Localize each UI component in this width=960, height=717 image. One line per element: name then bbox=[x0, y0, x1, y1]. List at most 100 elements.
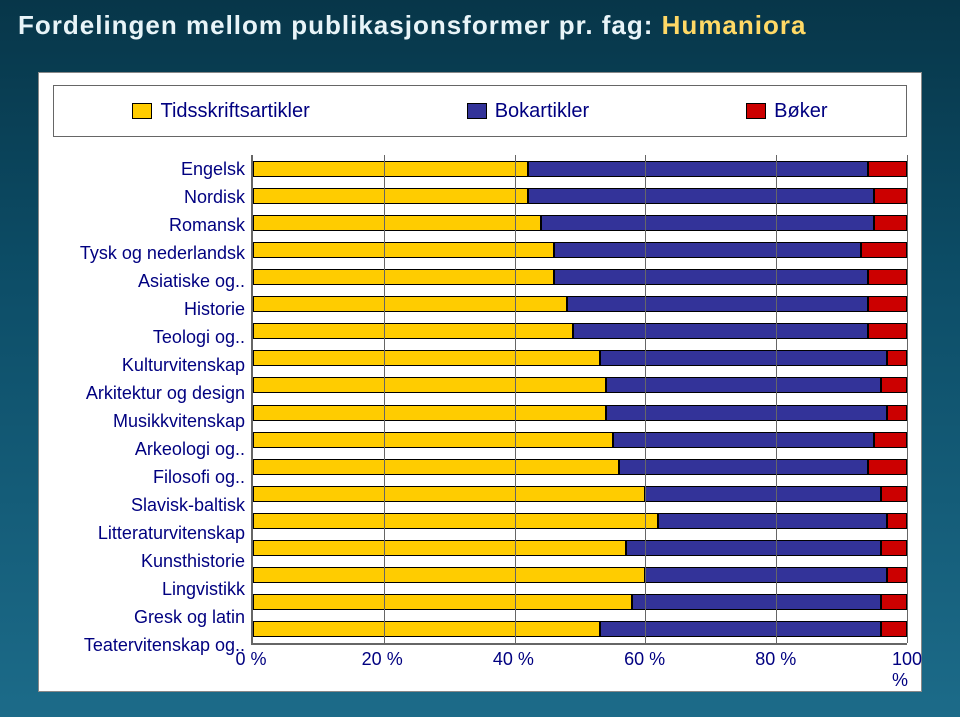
category-label: Litteraturvitenskap bbox=[98, 519, 245, 547]
bar-row bbox=[253, 616, 907, 643]
bar-segment bbox=[554, 269, 868, 285]
bar-row bbox=[253, 155, 907, 182]
legend-label: Tidsskriftsartikler bbox=[160, 100, 309, 123]
category-label: Asiatiske og.. bbox=[138, 267, 245, 295]
bar-segment bbox=[613, 432, 875, 448]
stacked-bar bbox=[253, 242, 907, 258]
bar-segment bbox=[253, 269, 554, 285]
stacked-bar bbox=[253, 513, 907, 529]
category-label: Engelsk bbox=[181, 155, 245, 183]
stacked-bar bbox=[253, 323, 907, 339]
bar-segment bbox=[253, 405, 606, 421]
x-tick-label: 40 % bbox=[493, 649, 534, 670]
title-part2: Humaniora bbox=[662, 10, 807, 40]
bar-segment bbox=[868, 269, 907, 285]
bar-segment bbox=[567, 296, 868, 312]
stacked-bar bbox=[253, 567, 907, 583]
legend-item: Bokartikler bbox=[467, 100, 589, 123]
bar-segment bbox=[881, 540, 907, 556]
stacked-bar bbox=[253, 405, 907, 421]
legend-swatch bbox=[746, 103, 766, 119]
bar-segment bbox=[658, 513, 887, 529]
bar-segment bbox=[600, 350, 888, 366]
stacked-bar bbox=[253, 377, 907, 393]
stacked-bar bbox=[253, 486, 907, 502]
legend-swatch bbox=[467, 103, 487, 119]
gridline bbox=[776, 155, 777, 643]
bar-row bbox=[253, 345, 907, 372]
bar-segment bbox=[619, 459, 868, 475]
bar-row bbox=[253, 291, 907, 318]
stacked-bar bbox=[253, 269, 907, 285]
category-label: Slavisk-baltisk bbox=[131, 491, 245, 519]
bar-segment bbox=[528, 188, 875, 204]
bar-segment bbox=[253, 350, 600, 366]
bar-segment bbox=[253, 567, 645, 583]
x-axis: 0 %20 %40 %60 %80 %100 % bbox=[251, 645, 907, 673]
bar-segment bbox=[253, 188, 528, 204]
y-axis-labels: EngelskNordiskRomanskTysk og nederlandsk… bbox=[53, 155, 251, 645]
bar-row bbox=[253, 507, 907, 534]
bar-segment bbox=[606, 405, 887, 421]
bar-container bbox=[253, 155, 907, 643]
bar-segment bbox=[606, 377, 881, 393]
bar-row bbox=[253, 318, 907, 345]
category-label: Tysk og nederlandsk bbox=[80, 239, 245, 267]
bar-segment bbox=[881, 377, 907, 393]
chart-card: Tidsskriftsartikler Bokartikler Bøker En… bbox=[38, 72, 922, 692]
bar-segment bbox=[253, 459, 619, 475]
bar-segment bbox=[554, 242, 861, 258]
bar-segment bbox=[626, 540, 881, 556]
legend: Tidsskriftsartikler Bokartikler Bøker bbox=[53, 85, 907, 137]
stacked-bar bbox=[253, 188, 907, 204]
category-label: Musikkvitenskap bbox=[113, 407, 245, 435]
category-label: Arkeologi og.. bbox=[135, 435, 245, 463]
category-label: Lingvistikk bbox=[162, 575, 245, 603]
bar-segment bbox=[253, 540, 626, 556]
slide: Fordelingen mellom publikasjonsformer pr… bbox=[0, 0, 960, 717]
plot bbox=[251, 155, 907, 645]
bar-segment bbox=[632, 594, 881, 610]
bar-segment bbox=[253, 513, 658, 529]
bar-segment bbox=[253, 594, 632, 610]
gridline bbox=[907, 155, 908, 643]
category-label: Teologi og.. bbox=[153, 323, 245, 351]
bar-segment bbox=[645, 486, 880, 502]
stacked-bar bbox=[253, 215, 907, 231]
bar-segment bbox=[868, 323, 907, 339]
legend-swatch bbox=[132, 103, 152, 119]
gridline bbox=[515, 155, 516, 643]
bar-row bbox=[253, 535, 907, 562]
category-label: Kunsthistorie bbox=[141, 547, 245, 575]
plot-area: EngelskNordiskRomanskTysk og nederlandsk… bbox=[53, 155, 907, 645]
bar-segment bbox=[253, 486, 645, 502]
bar-segment bbox=[874, 188, 907, 204]
category-label: Arkitektur og design bbox=[86, 379, 245, 407]
bar-segment bbox=[868, 459, 907, 475]
x-tick-label: 20 % bbox=[362, 649, 403, 670]
bar-segment bbox=[861, 242, 907, 258]
bar-segment bbox=[887, 513, 907, 529]
stacked-bar bbox=[253, 621, 907, 637]
category-label: Teatervitenskap og.. bbox=[84, 631, 245, 659]
stacked-bar bbox=[253, 350, 907, 366]
bar-row bbox=[253, 182, 907, 209]
bar-segment bbox=[573, 323, 867, 339]
bar-segment bbox=[887, 405, 907, 421]
gridline bbox=[645, 155, 646, 643]
bar-segment bbox=[528, 161, 868, 177]
bar-segment bbox=[887, 350, 907, 366]
gridline bbox=[384, 155, 385, 643]
bar-row bbox=[253, 236, 907, 263]
x-tick-label: 100 % bbox=[892, 649, 922, 691]
category-label: Filosofi og.. bbox=[153, 463, 245, 491]
bar-segment bbox=[253, 323, 573, 339]
stacked-bar bbox=[253, 432, 907, 448]
title-part1: Fordelingen mellom publikasjonsformer pr… bbox=[18, 10, 662, 40]
bar-segment bbox=[253, 377, 606, 393]
stacked-bar bbox=[253, 161, 907, 177]
x-tick-label: 80 % bbox=[755, 649, 796, 670]
category-label: Gresk og latin bbox=[134, 603, 245, 631]
bar-segment bbox=[874, 215, 907, 231]
bar-segment bbox=[541, 215, 875, 231]
